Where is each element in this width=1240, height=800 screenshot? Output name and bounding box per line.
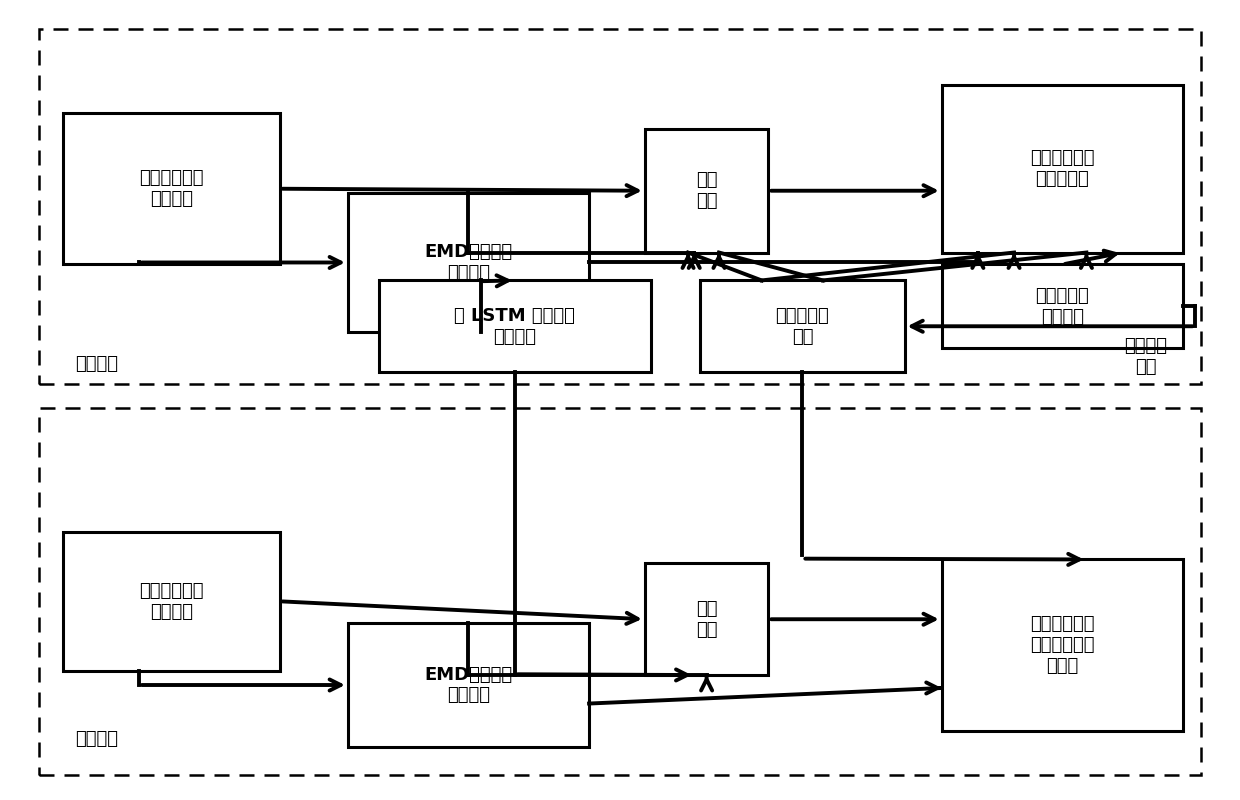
Bar xyxy=(941,559,1183,731)
Text: 风力发电机故
障诊断结果: 风力发电机故 障诊断结果 xyxy=(1030,150,1095,188)
Text: 训练偏振角度
时间序列: 训练偏振角度 时间序列 xyxy=(139,170,203,208)
Text: 特征
抽取: 特征 抽取 xyxy=(696,171,718,210)
Bar xyxy=(941,85,1183,253)
Text: 含 LSTM 多层卷积
神经网络: 含 LSTM 多层卷积 神经网络 xyxy=(454,307,575,346)
Bar xyxy=(645,563,769,675)
Bar xyxy=(63,113,280,265)
Bar xyxy=(701,281,904,372)
Bar xyxy=(941,265,1183,348)
Text: 特征
抽取: 特征 抽取 xyxy=(696,600,718,638)
Bar xyxy=(38,408,1202,774)
Text: 训练过程: 训练过程 xyxy=(76,355,119,373)
Text: 单隐层神经
网络: 单隐层神经 网络 xyxy=(775,307,830,346)
Text: 测试过程: 测试过程 xyxy=(76,730,119,748)
Text: 风力发电机
真实状态: 风力发电机 真实状态 xyxy=(1035,287,1089,326)
Bar xyxy=(63,531,280,671)
Bar xyxy=(347,193,589,332)
Text: 训练偏振角度
时间序列: 训练偏振角度 时间序列 xyxy=(139,582,203,621)
Bar xyxy=(347,623,589,746)
Text: 风力发电机故
障诊断模式判
断结果: 风力发电机故 障诊断模式判 断结果 xyxy=(1030,615,1095,675)
Bar xyxy=(645,129,769,253)
Bar xyxy=(38,30,1202,384)
Bar xyxy=(378,281,651,372)
Text: 误差反向
传播: 误差反向 传播 xyxy=(1125,337,1167,375)
Text: EMD、小波、
频域特征: EMD、小波、 频域特征 xyxy=(424,666,512,705)
Text: EMD、小波、
频域特征: EMD、小波、 频域特征 xyxy=(424,243,512,282)
